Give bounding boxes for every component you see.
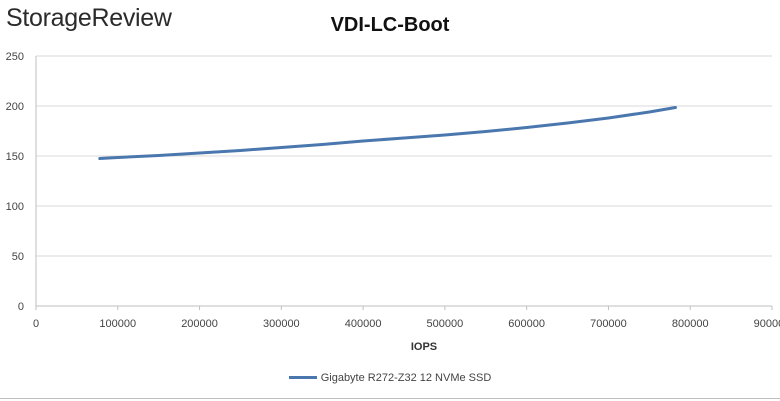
- x-tick-labels: 0 100000 200000 300000 400000 500000 600000 700…: [33, 318, 780, 330]
- y-tick-label: 150: [6, 151, 24, 163]
- x-tick-label: 500000: [427, 318, 464, 330]
- chart-title: VDI-LC-Boot: [330, 14, 450, 36]
- y-tick-label: 250: [6, 51, 24, 63]
- legend: Gigabyte R272-Z32 12 NVMe SSD: [0, 372, 780, 384]
- x-tick-label: 600000: [508, 318, 545, 330]
- x-tick-label: 700000: [590, 318, 627, 330]
- series-line-0: [98, 106, 677, 160]
- x-tick-label: 800000: [672, 318, 709, 330]
- legend-swatch: [288, 375, 317, 379]
- y-tick-label: 50: [12, 251, 24, 263]
- brand-logo: StorageReview: [6, 4, 172, 32]
- y-tick-label: 100: [6, 201, 24, 213]
- axes: [35, 56, 773, 310]
- bottom-divider: [0, 398, 780, 399]
- x-tick-label: 100000: [99, 318, 136, 330]
- gridlines: [36, 55, 772, 257]
- x-tick-label: 900000: [754, 318, 780, 330]
- x-axis-title: IOPS: [411, 341, 437, 353]
- legend-label: Gigabyte R272-Z32 12 NVMe SSD: [320, 372, 492, 384]
- y-tick-label: 200: [6, 101, 24, 113]
- y-tick-labels: 0 50 100 150 200 250: [6, 51, 24, 313]
- x-tick-label: 0: [33, 318, 39, 330]
- x-tick-label: 300000: [263, 318, 300, 330]
- x-tick-label: 200000: [181, 318, 218, 330]
- x-tick-label: 400000: [345, 318, 382, 330]
- series-lines: [98, 106, 677, 160]
- y-tick-label: 0: [18, 301, 24, 313]
